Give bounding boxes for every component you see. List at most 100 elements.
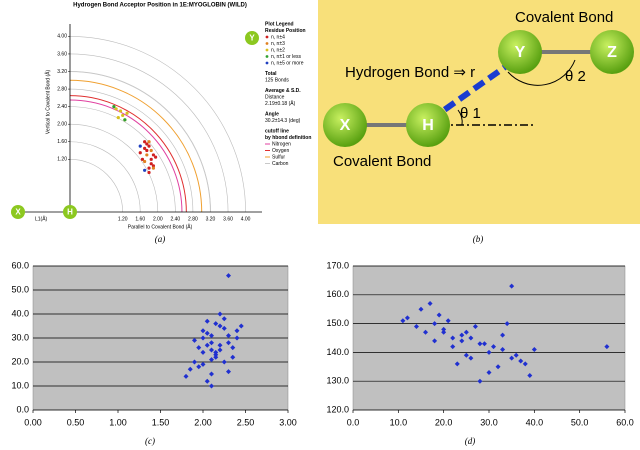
grid-arc — [69, 71, 211, 213]
legend-text: Average & S.D. — [265, 88, 301, 94]
point — [121, 113, 125, 118]
point — [217, 323, 223, 329]
point — [472, 323, 478, 329]
point — [400, 318, 406, 324]
y-tick-label: 30.0 — [11, 332, 29, 342]
x-tick-label: 3.20 — [206, 216, 216, 222]
point — [200, 361, 206, 367]
plot-bg — [352, 265, 626, 411]
point — [238, 323, 244, 329]
point — [147, 140, 151, 144]
x-tick-label: 40.0 — [526, 417, 544, 427]
x-tick-label: 50.0 — [571, 417, 589, 427]
cutoff-arc — [69, 95, 187, 213]
x-tick-label: 2.50 — [237, 417, 255, 427]
legend-text: by hbond definition — [265, 135, 311, 141]
point — [226, 340, 231, 346]
point — [441, 329, 447, 335]
point — [230, 345, 236, 351]
atom-label: X — [340, 117, 351, 134]
point — [147, 144, 151, 148]
point — [200, 349, 206, 355]
point — [404, 315, 410, 321]
point — [112, 105, 116, 109]
point — [204, 378, 210, 384]
point — [418, 306, 424, 312]
point — [527, 372, 533, 378]
point — [149, 157, 153, 161]
point — [143, 168, 147, 172]
point — [143, 146, 147, 150]
point — [234, 328, 240, 334]
point — [459, 332, 465, 338]
point — [436, 312, 442, 318]
legend-text: 30.2±14.3 (deg) — [265, 118, 301, 124]
point — [234, 335, 240, 341]
point — [154, 155, 158, 159]
y-tick-label: 140.0 — [326, 347, 349, 357]
point — [477, 378, 483, 384]
x-tick-label: 1.60 — [135, 216, 145, 222]
y-tick-label: 170.0 — [326, 260, 349, 270]
legend-text: Carbon — [272, 161, 289, 167]
y-tick-label: 50.0 — [11, 284, 29, 294]
atom-label: Z — [607, 44, 617, 61]
point — [123, 118, 127, 122]
legend-marker — [265, 42, 269, 45]
point — [149, 148, 153, 153]
y-tick-label: 10.0 — [11, 380, 29, 390]
point — [192, 359, 197, 365]
diagram-bg — [318, 0, 640, 224]
point — [486, 349, 492, 355]
y-tick-label: 3.60 — [57, 51, 67, 57]
x-tick-label: 0.0 — [347, 417, 360, 427]
label: θ 1 — [460, 105, 481, 122]
legend-text: cutoff line — [265, 128, 289, 134]
legend-marker — [265, 48, 269, 52]
point — [116, 116, 120, 120]
point — [522, 361, 528, 367]
y-tick-label: 1.20 — [57, 157, 67, 163]
point — [147, 170, 151, 175]
point — [226, 333, 231, 339]
legend-text: n, n±1 or less — [271, 54, 301, 60]
x-tick-label: 2.80 — [188, 216, 198, 222]
y-tick-label: 3.20 — [57, 69, 67, 75]
point — [432, 321, 438, 327]
point — [151, 164, 156, 168]
y-tick-label: 150.0 — [326, 318, 349, 328]
legend-text: n, n±5 or more — [271, 60, 304, 66]
point — [200, 335, 206, 341]
point — [486, 370, 492, 376]
point — [140, 157, 145, 161]
point — [509, 283, 515, 289]
x-tick-label: 2.00 — [194, 417, 212, 427]
point — [204, 318, 210, 324]
x-tick-label: 3.60 — [223, 216, 233, 222]
y-tick-label: 2.80 — [57, 86, 67, 92]
legend-text: Sulfur — [272, 154, 285, 160]
point — [423, 329, 429, 335]
atom-label: Y — [249, 34, 255, 43]
point — [147, 166, 151, 170]
y-tick-label: 40.0 — [11, 308, 29, 318]
label: Covalent Bond — [515, 9, 613, 26]
point — [213, 321, 219, 327]
x-tick-label: 1.50 — [152, 417, 170, 427]
legend-text: 2.19±0.18 (Å) — [265, 100, 296, 107]
point — [209, 347, 214, 353]
y-axis-label: Vertical to Covalent Bond (Å) — [44, 70, 51, 135]
y-tick-label: 0.0 — [16, 404, 29, 414]
point — [187, 366, 193, 372]
chart-title: Hydrogen Bond Acceptor Position in 1E:MY… — [73, 3, 247, 9]
x-tick-label: 10.0 — [390, 417, 408, 427]
y-tick-label: 4.00 — [57, 34, 67, 40]
point — [459, 338, 465, 344]
atom — [406, 103, 450, 147]
legend-marker — [265, 35, 269, 39]
point — [230, 354, 236, 360]
point — [221, 359, 227, 365]
point — [500, 332, 506, 338]
caption: (a) — [155, 234, 166, 244]
point — [143, 159, 147, 164]
